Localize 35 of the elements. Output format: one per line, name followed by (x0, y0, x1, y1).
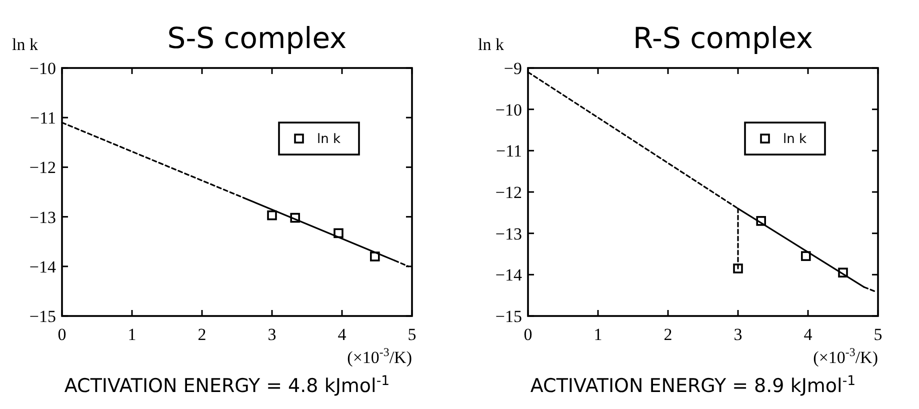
y-tick-label: −12 (29, 158, 56, 178)
y-axis-title: ln k (12, 35, 38, 54)
y-tick-label: −15 (29, 306, 56, 326)
x-tick-label: 4 (338, 325, 347, 344)
x-axis-title: (×10$^{-3}$/K) (347, 345, 412, 367)
y-tick-label: −11 (30, 108, 56, 128)
y-tick-label: −14 (495, 266, 522, 285)
y-tick-label: −10 (29, 58, 56, 78)
x-tick-label: 0 (58, 325, 66, 344)
chart-title: R-S complex (633, 21, 813, 55)
y-tick-label: −14 (29, 257, 56, 276)
x-tick-label: 1 (128, 325, 136, 344)
x-tick-label: 4 (804, 325, 813, 344)
y-tick-label: −12 (495, 182, 522, 202)
x-tick-label: 5 (408, 325, 416, 344)
y-tick-label: −11 (496, 142, 522, 161)
x-tick-label: 3 (268, 325, 276, 344)
x-axis-title: (×10$^{-3}$/K) (813, 345, 878, 367)
x-tick-label: 2 (198, 325, 206, 344)
chart-title: S-S complex (167, 21, 347, 55)
x-tick-label: 1 (594, 325, 602, 344)
y-tick-label: −15 (495, 306, 522, 326)
x-tick-label: 5 (874, 325, 882, 344)
text: ACTIVATION ENERGY = 8.9 kJmol$^{-1}$ (530, 374, 856, 397)
y-tick-label: −13 (29, 208, 56, 227)
x-tick-label: 3 (734, 325, 742, 344)
y-tick-label: −13 (495, 224, 522, 244)
y-tick-label: −10 (495, 100, 522, 120)
x-tick-label: 0 (524, 325, 532, 344)
legend-label: ln k (783, 132, 807, 148)
text: ACTIVATION ENERGY = 4.8 kJmol$^{-1}$ (64, 374, 390, 397)
legend-label: ln k (317, 132, 341, 148)
y-tick-label: −9 (504, 58, 522, 78)
y-axis-title: ln k (478, 35, 504, 54)
x-tick-label: 2 (664, 325, 672, 344)
